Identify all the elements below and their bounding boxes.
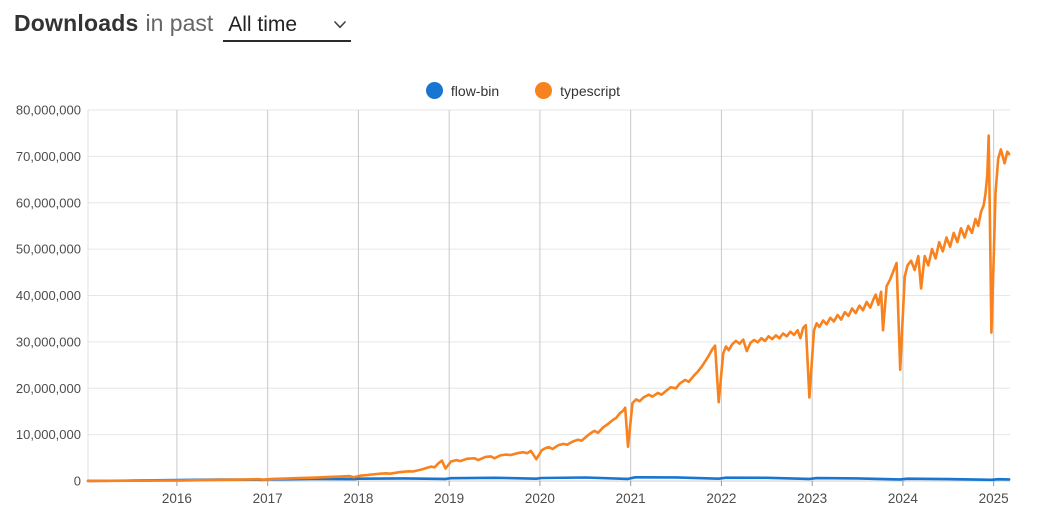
y-axis-tick-label: 70,000,000 [16, 149, 81, 164]
page-title-downloads: Downloads [14, 10, 139, 36]
y-axis-tick-label: 20,000,000 [16, 381, 81, 396]
legend-item-typescript: typescript [535, 82, 620, 99]
chevron-down-icon [334, 21, 347, 29]
x-axis-tick-label: 2016 [162, 491, 192, 506]
y-axis-tick-label: 30,000,000 [16, 334, 81, 349]
x-axis-tick-label: 2021 [616, 491, 646, 506]
y-axis-tick-label: 80,000,000 [16, 103, 81, 118]
legend-label-flow-bin: flow-bin [450, 82, 500, 99]
x-axis-tick-label: 2023 [797, 491, 827, 506]
y-axis-tick-label: 50,000,000 [16, 242, 81, 257]
y-axis-tick-label: 10,000,000 [16, 427, 81, 442]
typescript-color-dot-icon [535, 82, 553, 99]
x-axis-tick-label: 2020 [525, 491, 555, 506]
series-line-typescript[interactable] [86, 134, 1011, 483]
chart-legend: flow-bin typescript [0, 82, 1046, 99]
y-axis-tick-label: 40,000,000 [16, 288, 81, 303]
time-period-select[interactable]: All time [223, 13, 352, 42]
x-axis-tick-label: 2022 [706, 491, 736, 506]
page-title: Downloads in past All time [14, 10, 352, 42]
legend-item-flow-bin: flow-bin [425, 82, 500, 99]
legend-label-typescript: typescript [560, 82, 621, 99]
flow-bin-color-dot-icon [425, 82, 443, 99]
x-axis-tick-label: 2025 [979, 491, 1009, 506]
x-axis-tick-label: 2019 [434, 491, 464, 506]
y-axis-tick-label: 0 [74, 474, 81, 489]
page-title-in-past: in past [145, 10, 214, 36]
x-axis-tick-label: 2018 [343, 491, 373, 506]
x-axis-tick-label: 2024 [888, 491, 919, 506]
y-axis-tick-label: 60,000,000 [16, 195, 81, 210]
x-axis-tick-label: 2017 [253, 491, 283, 506]
time-period-selected-value: All time [228, 13, 298, 36]
